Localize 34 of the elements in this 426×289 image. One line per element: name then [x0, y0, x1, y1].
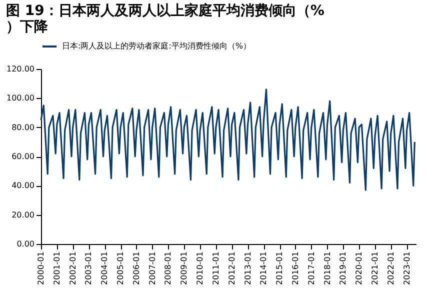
- x-tick-label: 2002-01: [68, 252, 78, 285]
- y-tick-label: 0.00: [16, 240, 34, 248]
- x-tick-label: 2022-01: [386, 252, 396, 285]
- x-tick-label: 2016-01: [290, 252, 300, 285]
- legend-label: 日本:两人及以上的劳动者家庭:平均消费性倾向（%）: [62, 42, 251, 50]
- x-tick-label: 2006-01: [132, 252, 141, 285]
- y-tick-label: 80.00: [12, 122, 34, 132]
- chart-title: 图 19：日本两人及两人以上家庭平均消费倾向（%）下降: [6, 2, 324, 35]
- y-tick-label: 40.00: [12, 181, 34, 190]
- x-tick-label: 2004-01: [100, 252, 110, 285]
- x-tick-label: 2014-01: [259, 252, 268, 285]
- x-tick-label: 2021-01: [370, 252, 380, 285]
- x-tick-label: 2010-01: [196, 252, 205, 285]
- x-tick-label: 2012-01: [227, 252, 236, 285]
- x-tick-label: 2008-01: [164, 252, 173, 285]
- y-tick-label: 20.00: [12, 210, 34, 220]
- x-tick-label: 2003-01: [84, 252, 94, 285]
- x-tick-label: 2019-01: [338, 252, 348, 285]
- x-tick-label: 2020-01: [354, 252, 364, 285]
- x-tick-label: 2023-01: [402, 252, 412, 285]
- x-tick-label: 2013-01: [243, 252, 252, 285]
- line-series: [40, 88, 416, 191]
- y-tick-label: 120.00: [6, 64, 34, 74]
- x-tick-label: 2005-01: [116, 252, 126, 285]
- x-tick-label: 2001-01: [52, 252, 62, 285]
- x-tick-label: 2017-01: [306, 252, 316, 285]
- x-tick-label: 2011-01: [211, 252, 220, 285]
- y-tick-label: 100.00: [6, 94, 34, 103]
- x-tick-label: 2000-01: [36, 252, 46, 285]
- x-tick-label: 2015-01: [275, 252, 284, 285]
- y-tick-label: 60.00: [12, 152, 34, 161]
- x-tick-label: 2007-01: [148, 252, 157, 285]
- x-tick-label: 2009-01: [180, 252, 189, 285]
- x-tick-label: 2018-01: [322, 252, 332, 285]
